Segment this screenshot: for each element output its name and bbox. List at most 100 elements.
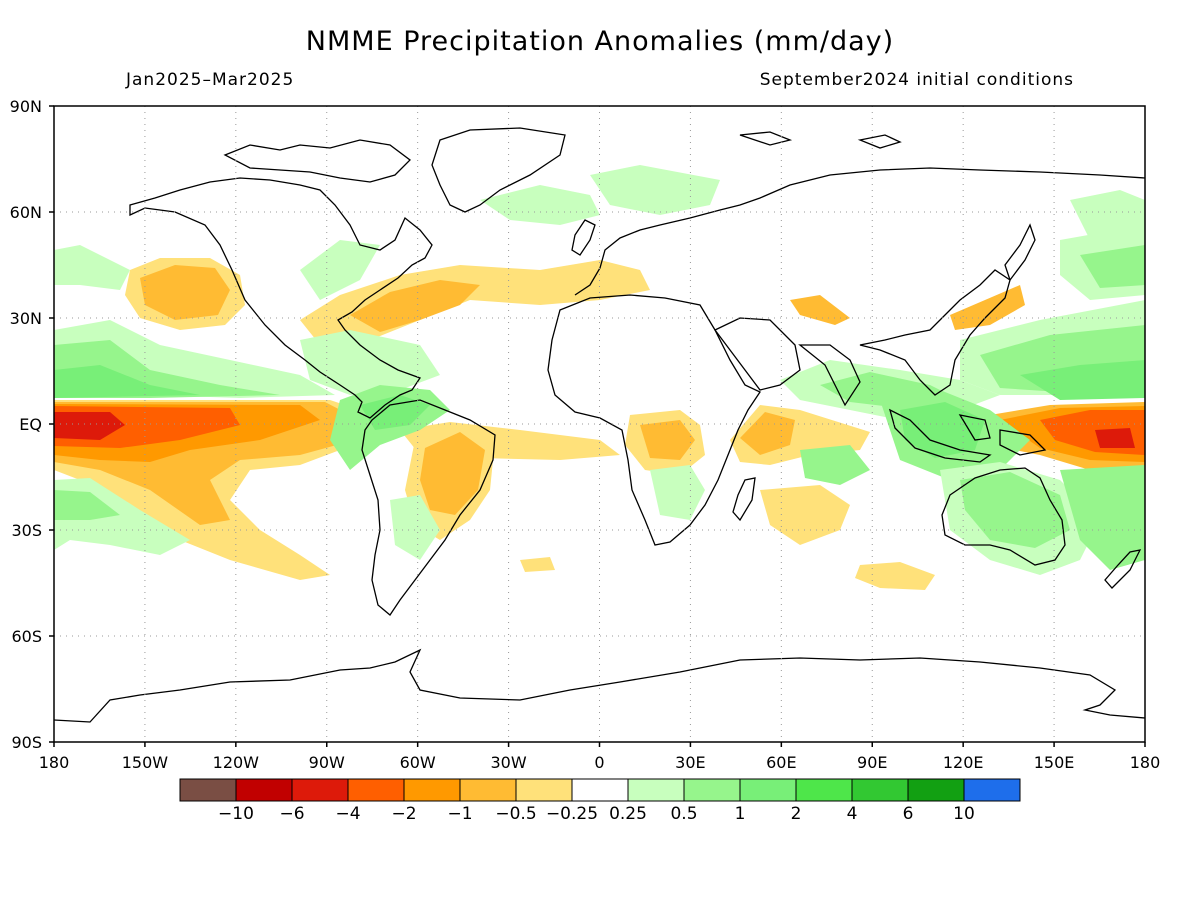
lon-tick-label: 180: [1130, 753, 1161, 772]
lon-tick-label: 0: [594, 753, 604, 772]
forecast-period: Jan2025–Mar2025: [126, 70, 295, 90]
lon-tick-label: 180: [39, 753, 70, 772]
colorbar-label: −2: [391, 804, 416, 824]
coast-greenland: [431, 127, 566, 213]
colorbar-swatch: [739, 778, 797, 802]
wet-alaska-pacific: [54, 245, 130, 290]
lon-tick-label: 60W: [400, 753, 436, 772]
colorbar-label: −10: [218, 804, 254, 824]
dry-satl: [520, 557, 555, 572]
wet-africa-south: [650, 465, 705, 520]
lon-tick-label: 60E: [766, 753, 796, 772]
lon-tick-label: 90W: [309, 753, 345, 772]
dry-wio-core: [740, 412, 795, 455]
colorbar-label: 0.25: [609, 804, 647, 824]
colorbar-label: 6: [903, 804, 914, 824]
colorbar-label: 10: [953, 804, 975, 824]
lat-tick-label: 30N: [10, 309, 42, 328]
longitude-axis: 180 150W 120W 90W 60W 30W 0 30E 60E 90E 120E 150E 18…: [39, 742, 1161, 772]
colorbar-swatch: [403, 778, 461, 802]
colorbar-swatch: [179, 778, 237, 802]
dry-westpac-peak: [1095, 428, 1135, 448]
wet-nord: [480, 185, 600, 225]
lat-tick-label: EQ: [19, 415, 42, 434]
coast-new-zealand: [1104, 549, 1142, 589]
colorbar-swatch: [515, 778, 573, 802]
colorbar-label: 4: [847, 804, 858, 824]
coast-japan: [1004, 223, 1036, 282]
coast-arabia-india: [714, 317, 861, 407]
coastlines: [54, 127, 1145, 723]
wet-europe: [590, 165, 720, 215]
map-title: NMME Precipitation Anomalies (mm/day): [305, 26, 895, 57]
colorbar-swatch: [627, 778, 685, 802]
colorbar-swatch: [235, 778, 293, 802]
colorbar: −10 −6 −4 −2 −1 −0.5 −0.25 0.25 0.5 1 2 4 6 10: [179, 778, 1021, 824]
wet-epac-north-strong: [54, 365, 200, 398]
lon-tick-label: 120W: [213, 753, 260, 772]
colorbar-label: −0.5: [495, 804, 536, 824]
dry-sio: [760, 485, 850, 545]
coast-uk: [571, 219, 596, 256]
dry-brazil-core: [420, 432, 485, 515]
lon-tick-label: 90E: [857, 753, 887, 772]
colorbar-swatch: [347, 778, 405, 802]
lat-tick-label: 60N: [10, 203, 42, 222]
colorbar-swatch: [963, 778, 1021, 802]
lat-tick-label: 90N: [10, 97, 42, 116]
wet-spac-core: [54, 490, 120, 520]
lon-tick-label: 120E: [943, 753, 984, 772]
wet-siberia: [1070, 190, 1145, 240]
coast-indonesia: [888, 408, 1047, 463]
colorbar-swatch: [459, 778, 517, 802]
latitude-axis: 90N 60N 30N EQ 30S 60S 90S: [10, 97, 54, 752]
coast-arctic-islands: [223, 131, 902, 183]
lon-tick-label: 150W: [122, 753, 169, 772]
wet-nw-pacific-core: [1080, 245, 1145, 288]
lat-tick-label: 30S: [11, 521, 42, 540]
graticule: [54, 106, 1145, 742]
lon-tick-label: 150E: [1034, 753, 1075, 772]
colorbar-swatch: [907, 778, 965, 802]
wet-madagascar-north: [800, 445, 870, 485]
wet-wpac-strong: [1020, 360, 1145, 400]
dry-arabia: [790, 295, 850, 325]
lon-tick-label: 30W: [490, 753, 526, 772]
coast-africa: [547, 294, 761, 546]
wet-australia-core: [960, 472, 1070, 548]
coast-north-america: [129, 177, 433, 419]
colorbar-swatch: [683, 778, 741, 802]
initial-conditions: September2024 initial conditions: [759, 70, 1074, 90]
lon-tick-label: 30E: [675, 753, 705, 772]
coast-europe: [574, 167, 1145, 296]
colorbar-swatch: [291, 778, 349, 802]
wet-natl-north: [300, 240, 380, 300]
colorbar-swatch: [571, 778, 629, 802]
wet-spcz: [1060, 465, 1145, 570]
dry-pacific-peak: [54, 412, 125, 440]
anomaly-field: [54, 165, 1145, 590]
colorbar-label: 1: [735, 804, 746, 824]
coast-madagascar: [732, 477, 756, 522]
wet-amazon-core: [360, 395, 430, 430]
colorbar-swatch: [795, 778, 853, 802]
dry-africa-core: [640, 420, 695, 460]
wet-gulf: [300, 330, 440, 395]
coast-australia: [941, 467, 1066, 566]
lat-tick-label: 90S: [11, 733, 42, 752]
colorbar-label: −4: [335, 804, 360, 824]
dry-natl-core: [350, 280, 480, 332]
dry-npac-core: [140, 265, 230, 320]
coast-east-asia: [859, 269, 1011, 396]
colorbar-label: 2: [791, 804, 802, 824]
coast-antarctica: [54, 648, 1145, 723]
colorbar-swatch: [851, 778, 909, 802]
dry-sio-south: [855, 562, 935, 590]
colorbar-label: −0.25: [546, 804, 598, 824]
dry-japan: [950, 285, 1025, 330]
colorbar-label: −6: [279, 804, 304, 824]
wet-south-america: [390, 495, 440, 560]
colorbar-label: −1: [447, 804, 472, 824]
lat-tick-label: 60S: [11, 627, 42, 646]
